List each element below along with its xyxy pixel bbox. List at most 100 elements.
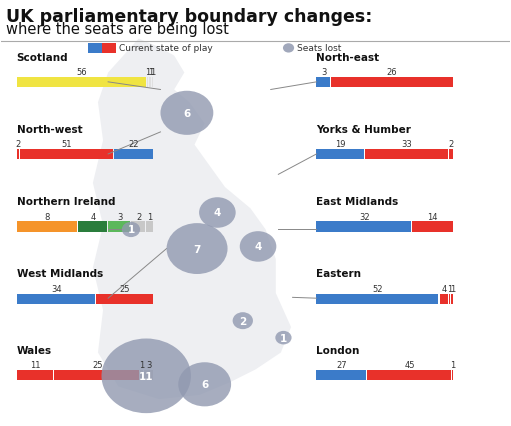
Text: 25: 25 (92, 360, 103, 369)
Text: 51: 51 (62, 140, 72, 149)
Text: 6: 6 (201, 380, 208, 389)
Bar (17, 370, 53, 380)
Bar (412, 222, 453, 232)
Bar (316, 78, 330, 88)
Text: 8: 8 (44, 212, 50, 221)
Text: 1: 1 (139, 360, 145, 369)
Text: 1: 1 (450, 360, 455, 369)
Text: 25: 25 (120, 284, 130, 293)
Text: 27: 27 (337, 360, 347, 369)
Text: 1: 1 (150, 68, 155, 77)
Text: 56: 56 (77, 68, 87, 77)
Bar (449, 294, 450, 304)
Circle shape (160, 92, 213, 135)
Text: 52: 52 (373, 284, 383, 293)
Bar (108, 222, 130, 232)
Text: West Midlands: West Midlands (17, 269, 103, 279)
Bar (17, 222, 77, 232)
Text: North-east: North-east (316, 53, 380, 63)
Bar (316, 370, 366, 380)
Bar (102, 44, 116, 53)
Text: 7: 7 (193, 244, 201, 254)
Bar (140, 370, 143, 380)
Text: 1: 1 (146, 68, 151, 77)
Bar (452, 370, 453, 380)
Text: 32: 32 (359, 212, 369, 221)
Polygon shape (93, 40, 291, 399)
Text: 33: 33 (401, 140, 412, 149)
Text: 4: 4 (214, 208, 221, 218)
Text: 1: 1 (450, 284, 455, 293)
Text: 14: 14 (428, 212, 438, 221)
Bar (113, 150, 153, 160)
Text: 2: 2 (239, 316, 246, 326)
Text: Scotland: Scotland (17, 53, 68, 63)
Text: Wales: Wales (17, 345, 52, 355)
Text: Yorks & Humber: Yorks & Humber (316, 125, 411, 135)
Circle shape (167, 224, 227, 274)
Bar (78, 222, 107, 232)
Text: 1: 1 (148, 68, 153, 77)
Text: Northern Ireland: Northern Ireland (17, 197, 115, 207)
Circle shape (233, 312, 253, 329)
Text: Seats lost: Seats lost (297, 44, 341, 53)
Bar (17, 294, 95, 304)
Text: Eastern: Eastern (316, 269, 361, 279)
Text: East Midlands: East Midlands (316, 197, 399, 207)
Text: Current state of play: Current state of play (119, 44, 213, 53)
Bar (316, 222, 411, 232)
Text: 2: 2 (449, 140, 454, 149)
Text: 3: 3 (321, 68, 326, 77)
Bar (88, 44, 102, 53)
Bar (331, 78, 453, 88)
Circle shape (199, 198, 236, 228)
Bar (147, 78, 148, 88)
Bar (316, 294, 438, 304)
Text: 4: 4 (442, 284, 447, 293)
Text: 3: 3 (117, 212, 122, 221)
Bar (54, 370, 139, 380)
Bar (316, 150, 364, 160)
Circle shape (283, 44, 294, 53)
Text: 26: 26 (387, 68, 398, 77)
Text: 22: 22 (128, 140, 139, 149)
Text: 4: 4 (90, 212, 96, 221)
Text: 34: 34 (51, 284, 61, 293)
Circle shape (122, 222, 140, 238)
Text: 4: 4 (254, 242, 262, 252)
Text: UK parliamentary boundary changes:: UK parliamentary boundary changes: (7, 8, 373, 26)
Text: 19: 19 (335, 140, 346, 149)
Text: 6: 6 (183, 109, 191, 118)
Bar (152, 78, 153, 88)
Bar (149, 78, 151, 88)
Bar (449, 150, 453, 160)
Bar (144, 370, 153, 380)
Text: where the seats are being lost: where the seats are being lost (7, 22, 229, 37)
Bar (146, 222, 153, 232)
Circle shape (178, 363, 231, 406)
Text: 11: 11 (139, 371, 153, 381)
Text: 1: 1 (448, 284, 453, 293)
Bar (17, 78, 146, 88)
Circle shape (240, 232, 276, 262)
Text: 45: 45 (404, 360, 415, 369)
Bar (20, 150, 112, 160)
Bar (131, 222, 145, 232)
Text: 2: 2 (136, 212, 141, 221)
Bar (17, 150, 19, 160)
Circle shape (275, 331, 292, 345)
Bar (367, 370, 451, 380)
Text: 1: 1 (127, 225, 134, 235)
Text: 1: 1 (280, 333, 287, 343)
Text: London: London (316, 345, 360, 355)
Bar (439, 294, 448, 304)
Text: North-west: North-west (17, 125, 82, 135)
Bar (96, 294, 153, 304)
Bar (365, 150, 448, 160)
Text: 1: 1 (147, 212, 153, 221)
Bar (451, 294, 453, 304)
Text: 11: 11 (30, 360, 41, 369)
Circle shape (102, 339, 191, 413)
Text: 3: 3 (146, 360, 151, 369)
Text: 2: 2 (16, 140, 21, 149)
